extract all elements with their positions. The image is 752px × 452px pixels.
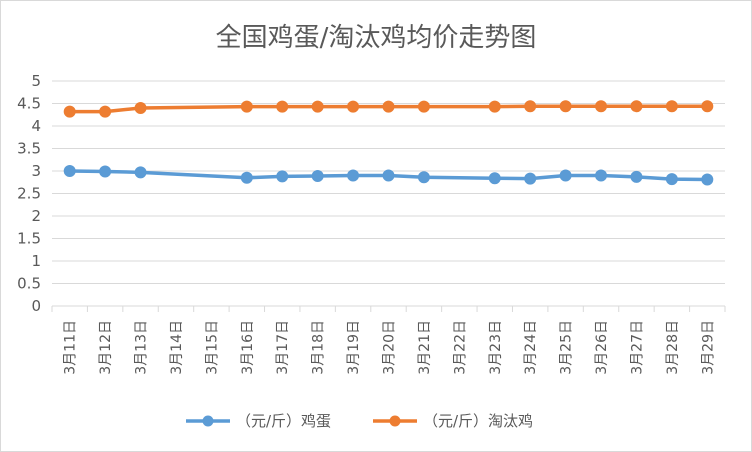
x-tick-label: 3月27日 <box>629 320 645 375</box>
data-point <box>99 165 112 178</box>
x-tick-label: 3月21日 <box>417 320 433 375</box>
x-tick-label: 3月16日 <box>240 320 256 375</box>
legend-marker <box>202 415 214 427</box>
y-tick-label: 1 <box>31 252 41 270</box>
x-tick-label: 3月20日 <box>382 320 398 375</box>
data-point <box>524 172 537 185</box>
y-tick-label: 0.5 <box>17 275 41 293</box>
data-point <box>240 171 253 184</box>
plot-area <box>63 100 714 186</box>
x-tick-label: 3月25日 <box>559 320 575 375</box>
y-tick-label: 1.5 <box>17 230 41 248</box>
y-tick-label: 2 <box>31 207 41 225</box>
data-point <box>701 100 714 113</box>
x-tick-label: 3月12日 <box>98 320 114 375</box>
data-point <box>99 105 112 118</box>
legend-label: （元/斤）淘汰鸡 <box>423 412 533 430</box>
x-tick-label: 3月23日 <box>488 320 504 375</box>
y-tick-label: 3 <box>31 162 41 180</box>
x-tick-label: 3月11日 <box>63 320 79 375</box>
data-point <box>311 169 324 182</box>
data-point <box>488 172 501 185</box>
y-tick-label: 4.5 <box>17 95 41 113</box>
x-tick-label: 3月28日 <box>665 320 681 375</box>
series-line <box>67 169 710 182</box>
x-tick-label: 3月29日 <box>700 320 716 375</box>
legend: （元/斤）鸡蛋 （元/斤）淘汰鸡 <box>186 412 533 430</box>
data-point <box>701 173 714 186</box>
data-point <box>134 166 147 179</box>
data-point <box>276 170 289 183</box>
data-point <box>630 100 643 113</box>
data-point <box>134 102 147 114</box>
data-point <box>665 100 678 113</box>
x-tick-label: 3月19日 <box>346 320 362 375</box>
x-tick-label: 3月18日 <box>311 320 327 375</box>
data-point <box>630 170 643 183</box>
data-point <box>311 100 324 113</box>
x-tick-label: 3月24日 <box>523 320 539 375</box>
data-point <box>665 173 678 186</box>
x-tick-label: 3月22日 <box>452 320 468 375</box>
legend-marker <box>389 415 401 427</box>
data-point <box>240 100 253 113</box>
x-tick-label: 3月26日 <box>594 320 610 375</box>
data-point <box>524 100 537 113</box>
data-point <box>417 100 430 113</box>
data-point <box>559 100 572 113</box>
data-point <box>559 169 572 182</box>
data-point <box>417 171 430 184</box>
y-tick-label: 0 <box>31 297 41 315</box>
data-point <box>382 169 395 182</box>
grid-lines <box>52 80 725 307</box>
x-tick-label: 3月17日 <box>275 320 291 375</box>
y-axis: 0 0.5 1 1.5 2 2.5 3 3.5 4 4.5 5 <box>17 72 41 315</box>
chart-title: 全国鸡蛋/淘汰鸡均价走势图 <box>216 23 537 53</box>
y-tick-label: 3.5 <box>17 140 41 158</box>
data-point <box>382 100 395 113</box>
data-point <box>595 169 608 182</box>
data-point <box>595 100 608 113</box>
series-line <box>67 104 710 114</box>
data-point <box>347 100 360 113</box>
data-point <box>63 165 76 177</box>
x-axis: 3月11日 3月12日 3月13日 3月14日 3月15日 3月16日 3月17日 3月18日… <box>51 306 726 375</box>
data-point <box>347 169 360 182</box>
x-tick-label: 3月14日 <box>169 320 185 375</box>
data-point <box>488 100 501 113</box>
legend-label: （元/斤）鸡蛋 <box>236 412 331 430</box>
data-point <box>276 100 289 113</box>
data-point <box>63 105 76 118</box>
y-tick-label: 5 <box>31 72 41 90</box>
x-tick-label: 3月15日 <box>204 320 220 375</box>
y-tick-label: 2.5 <box>17 185 41 203</box>
x-tick-label: 3月13日 <box>134 320 150 375</box>
y-tick-label: 4 <box>31 117 41 135</box>
